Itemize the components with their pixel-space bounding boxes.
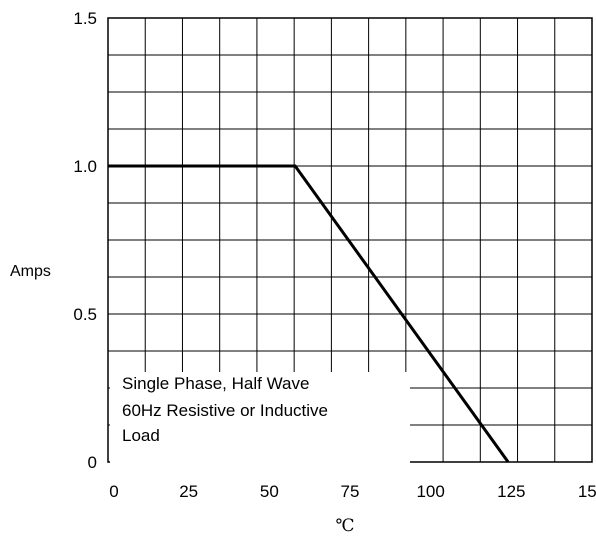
y-axis-ticks: 0 0.5 1.0 1.5 bbox=[73, 9, 97, 472]
x-tick-label: 75 bbox=[341, 482, 360, 501]
x-tick-label: 125 bbox=[497, 482, 525, 501]
x-tick-label: 25 bbox=[179, 482, 198, 501]
x-tick-label: 50 bbox=[260, 482, 279, 501]
x-tick-label: 0 bbox=[109, 482, 118, 501]
annotation-box: Single Phase, Half Wave 60Hz Resistive o… bbox=[110, 372, 410, 467]
x-tick-label: 100 bbox=[416, 482, 444, 501]
y-tick-label: 0 bbox=[88, 453, 97, 472]
x-axis-title: ℃ bbox=[335, 516, 354, 536]
annotation-line-1: Single Phase, Half Wave bbox=[122, 374, 310, 393]
x-tick-label: 150 bbox=[578, 482, 596, 501]
y-axis-title: Amps bbox=[10, 263, 51, 280]
y-tick-label: 1.5 bbox=[73, 9, 97, 28]
y-tick-label: 1.0 bbox=[73, 157, 97, 176]
x-axis-ticks: 0 25 50 75 100 125 150 bbox=[109, 482, 596, 501]
series-group bbox=[108, 164, 510, 463]
series-line bbox=[108, 164, 510, 463]
y-tick-label: 0.5 bbox=[73, 305, 97, 324]
annotation-line-3: Load bbox=[122, 426, 160, 445]
annotation-line-2: 60Hz Resistive or Inductive bbox=[122, 401, 328, 420]
